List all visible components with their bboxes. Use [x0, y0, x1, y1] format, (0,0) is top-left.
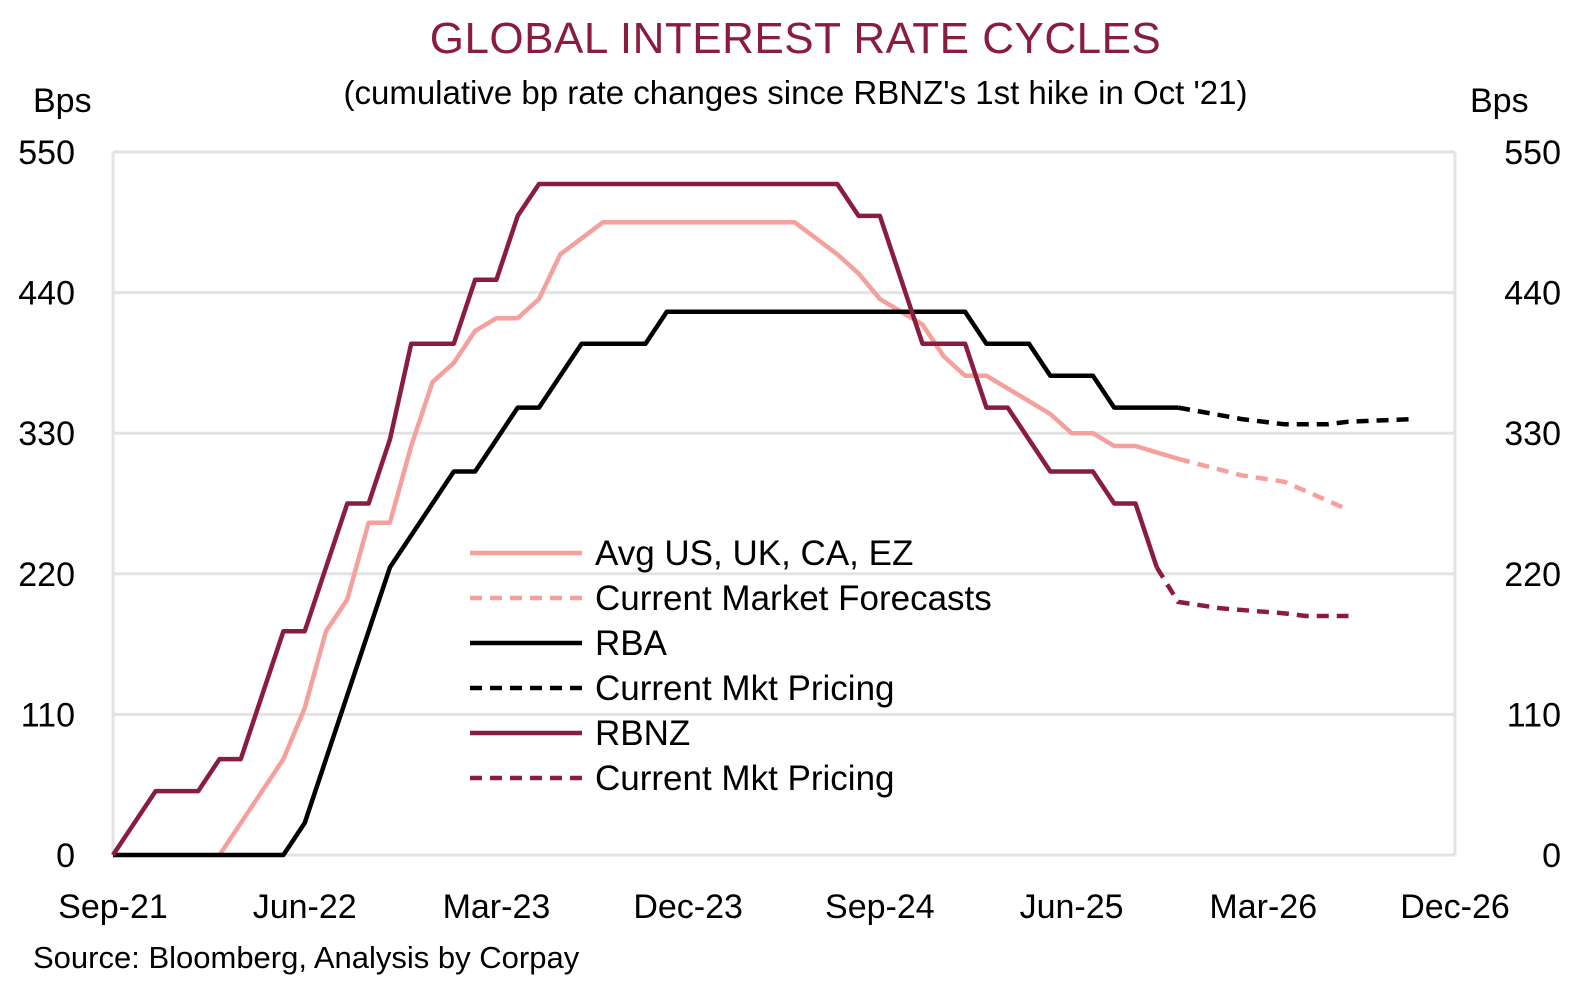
legend-label: Current Mkt Pricing [595, 669, 895, 708]
chart-title: GLOBAL INTEREST RATE CYCLES [429, 14, 1162, 63]
x-tick-label: Dec-23 [633, 888, 743, 926]
series-line-rba [113, 309, 1179, 858]
y-tick-label-left: 110 [21, 696, 75, 734]
y-ticks-right: 0 110 220 330 440 550 [1504, 134, 1561, 875]
y-tick-label-left: 330 [18, 415, 75, 453]
series-line-rbnz [111, 181, 1159, 857]
source-note: Source: Bloomberg, Analysis by Corpay [33, 940, 580, 975]
x-tick-label: Jun-22 [253, 888, 357, 926]
y-ticks-left: 0 110 220 330 440 550 [18, 134, 75, 875]
legend-label: Avg US, UK, CA, EZ [595, 534, 913, 573]
legend-label: RBA [595, 624, 668, 663]
y-tick-label-right: 550 [1504, 134, 1561, 172]
series-line-avg-us-uk-ca-ez [217, 220, 1179, 857]
y-tick-label-left: 220 [18, 556, 75, 594]
y-tick-label-left: 550 [18, 134, 75, 172]
y-tick-label-right: 330 [1504, 415, 1561, 453]
x-tick-label: Dec-26 [1400, 888, 1510, 926]
y-tick-label-right: 110 [1507, 696, 1561, 734]
x-tick-label: Mar-26 [1209, 888, 1317, 926]
y-axis-label-right: Bps [1470, 82, 1529, 120]
x-tick-label: Mar-23 [443, 888, 551, 926]
y-tick-label-right: 0 [1542, 837, 1561, 875]
y-tick-label-left: 440 [18, 275, 75, 313]
legend-label: Current Mkt Pricing [595, 759, 895, 798]
legend-label: Current Market Forecasts [595, 579, 992, 618]
series-lines [111, 181, 1413, 858]
series-line-current-mkt-pricing-dashed [1177, 405, 1413, 427]
gridlines [111, 150, 1457, 857]
series-line-current-market-forecasts-dashed [1177, 456, 1350, 512]
y-tick-label-left: 0 [56, 837, 75, 875]
y-tick-label-right: 440 [1504, 275, 1561, 313]
legend-label: RBNZ [595, 714, 690, 753]
chart-subtitle: (cumulative bp rate changes since RBNZ's… [343, 74, 1248, 111]
x-tick-label: Sep-21 [58, 888, 168, 926]
x-tick-label: Sep-24 [825, 888, 935, 926]
x-tick-label: Jun-25 [1020, 888, 1124, 926]
y-axis-label-left: Bps [33, 82, 92, 120]
x-ticks: Sep-21 Jun-22 Mar-23 Dec-23 Sep-24 Jun-25 Mar-… [58, 888, 1510, 926]
y-tick-label-right: 220 [1504, 556, 1561, 594]
legend: Avg US, UK, CA, EZ Current Market Forecas… [470, 534, 992, 798]
